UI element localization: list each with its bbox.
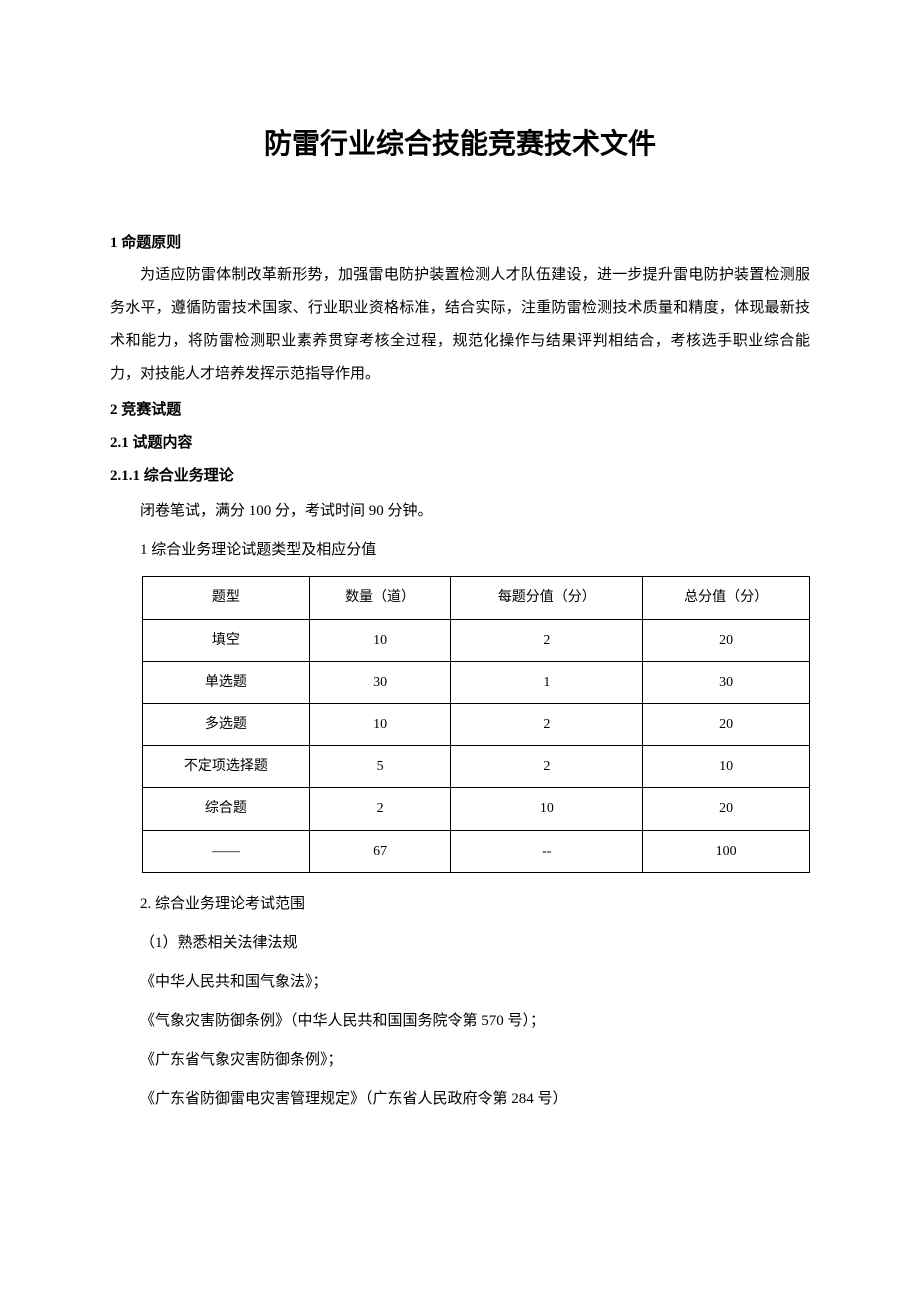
- table-cell: 综合题: [143, 788, 310, 830]
- section-1-heading: 1 命题原则: [110, 230, 810, 257]
- table-cell: 30: [643, 661, 810, 703]
- table-row: 多选题 10 2 20: [143, 703, 810, 745]
- table-cell: 2: [309, 788, 451, 830]
- table-cell: 10: [451, 788, 643, 830]
- scope-item: （1）熟悉相关法律法规: [110, 924, 810, 963]
- section-2-1-heading: 2.1 试题内容: [110, 430, 810, 457]
- table-cell: 20: [643, 703, 810, 745]
- table-row: 不定项选择题 5 2 10: [143, 746, 810, 788]
- table-cell: 20: [643, 619, 810, 661]
- scope-item: 《中华人民共和国气象法》；: [110, 963, 810, 1002]
- table-header-row: 题型 数量（道） 每题分值（分） 总分值（分）: [143, 577, 810, 619]
- table-header: 每题分值（分）: [451, 577, 643, 619]
- scope-item: 《气象灾害防御条例》（中华人民共和国国务院令第 570 号）；: [110, 1002, 810, 1041]
- table-row: 综合题 2 10 20: [143, 788, 810, 830]
- document-title: 防雷行业综合技能竞赛技术文件: [110, 120, 810, 170]
- table-cell: 1: [451, 661, 643, 703]
- table-cell: ——: [143, 830, 310, 872]
- scope-item: 《广东省防御雷电灾害管理规定》（广东省人民政府令第 284 号）: [110, 1080, 810, 1119]
- table-cell: 30: [309, 661, 451, 703]
- table-cell: --: [451, 830, 643, 872]
- table-row: 单选题 30 1 30: [143, 661, 810, 703]
- table-row: —— 67 -- 100: [143, 830, 810, 872]
- section-1-paragraph: 为适应防雷体制改革新形势，加强雷电防护装置检测人才队伍建设，进一步提升雷电防护装…: [110, 259, 810, 391]
- table-caption: 1 综合业务理论试题类型及相应分值: [110, 531, 810, 570]
- table-cell: 100: [643, 830, 810, 872]
- section-2-heading: 2 竞赛试题: [110, 397, 810, 424]
- table-header: 总分值（分）: [643, 577, 810, 619]
- table-header: 题型: [143, 577, 310, 619]
- table-wrapper: 题型 数量（道） 每题分值（分） 总分值（分） 填空 10 2 20 单选题 3…: [110, 576, 810, 872]
- table-cell: 10: [309, 619, 451, 661]
- scope-item: 《广东省气象灾害防御条例》；: [110, 1041, 810, 1080]
- table-cell: 20: [643, 788, 810, 830]
- table-cell: 2: [451, 619, 643, 661]
- exam-description: 闭卷笔试，满分 100 分，考试时间 90 分钟。: [110, 492, 810, 531]
- scope-heading: 2. 综合业务理论考试范围: [110, 885, 810, 924]
- section-2-1-1-heading: 2.1.1 综合业务理论: [110, 463, 810, 490]
- table-cell: 不定项选择题: [143, 746, 310, 788]
- table-cell: 2: [451, 746, 643, 788]
- table-cell: 5: [309, 746, 451, 788]
- table-cell: 10: [643, 746, 810, 788]
- table-row: 填空 10 2 20: [143, 619, 810, 661]
- table-cell: 填空: [143, 619, 310, 661]
- table-cell: 67: [309, 830, 451, 872]
- table-cell: 10: [309, 703, 451, 745]
- table-cell: 单选题: [143, 661, 310, 703]
- table-cell: 多选题: [143, 703, 310, 745]
- table-header: 数量（道）: [309, 577, 451, 619]
- table-cell: 2: [451, 703, 643, 745]
- question-type-table: 题型 数量（道） 每题分值（分） 总分值（分） 填空 10 2 20 单选题 3…: [142, 576, 810, 872]
